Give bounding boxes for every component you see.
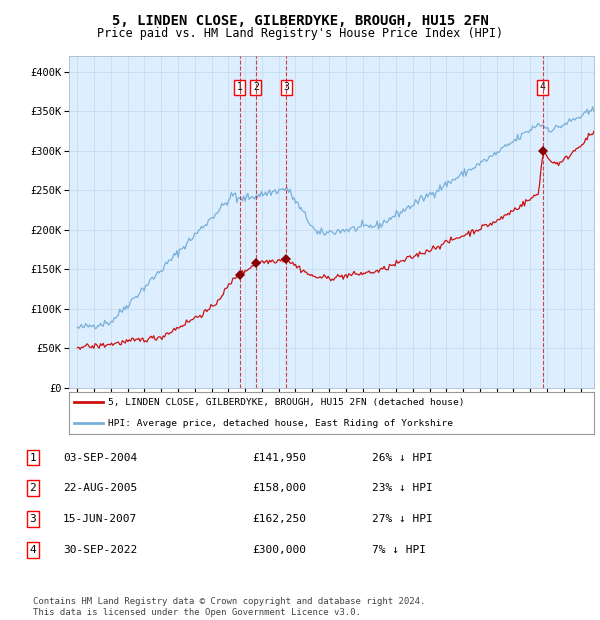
Text: Contains HM Land Registry data © Crown copyright and database right 2024.
This d: Contains HM Land Registry data © Crown c… <box>33 598 425 617</box>
Text: 1: 1 <box>236 82 242 92</box>
Text: 4: 4 <box>29 545 37 555</box>
Text: 22-AUG-2005: 22-AUG-2005 <box>63 483 137 493</box>
Text: 23% ↓ HPI: 23% ↓ HPI <box>372 483 433 493</box>
Text: 1: 1 <box>29 453 37 463</box>
Text: HPI: Average price, detached house, East Riding of Yorkshire: HPI: Average price, detached house, East… <box>109 419 454 428</box>
Text: £300,000: £300,000 <box>252 545 306 555</box>
Text: £158,000: £158,000 <box>252 483 306 493</box>
Text: £141,950: £141,950 <box>252 453 306 463</box>
Text: 5, LINDEN CLOSE, GILBERDYKE, BROUGH, HU15 2FN: 5, LINDEN CLOSE, GILBERDYKE, BROUGH, HU1… <box>112 14 488 29</box>
Text: 3: 3 <box>283 82 289 92</box>
Text: 27% ↓ HPI: 27% ↓ HPI <box>372 514 433 524</box>
Text: 2: 2 <box>29 483 37 493</box>
Text: 7% ↓ HPI: 7% ↓ HPI <box>372 545 426 555</box>
Text: Price paid vs. HM Land Registry's House Price Index (HPI): Price paid vs. HM Land Registry's House … <box>97 27 503 40</box>
Text: 5, LINDEN CLOSE, GILBERDYKE, BROUGH, HU15 2FN (detached house): 5, LINDEN CLOSE, GILBERDYKE, BROUGH, HU1… <box>109 398 465 407</box>
Text: 30-SEP-2022: 30-SEP-2022 <box>63 545 137 555</box>
Text: 26% ↓ HPI: 26% ↓ HPI <box>372 453 433 463</box>
Text: 3: 3 <box>29 514 37 524</box>
Text: 4: 4 <box>540 82 546 92</box>
Text: 2: 2 <box>253 82 259 92</box>
Text: 15-JUN-2007: 15-JUN-2007 <box>63 514 137 524</box>
Text: £162,250: £162,250 <box>252 514 306 524</box>
Text: 03-SEP-2004: 03-SEP-2004 <box>63 453 137 463</box>
